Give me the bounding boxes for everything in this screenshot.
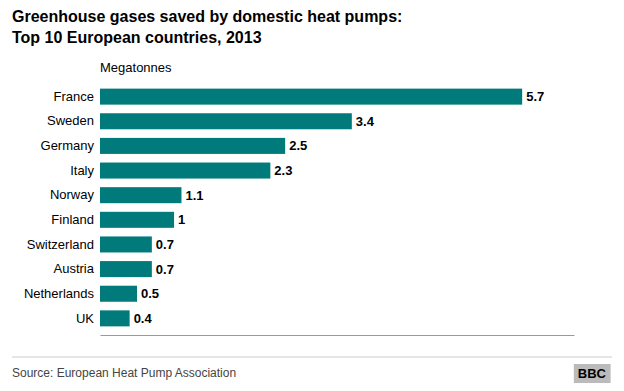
data-label: 1.1 bbox=[185, 188, 203, 203]
data-label: 0.7 bbox=[156, 262, 174, 277]
bar bbox=[100, 310, 130, 326]
y-tick-label: Italy bbox=[70, 163, 94, 178]
subtitle: Top 10 European countries, 2013 bbox=[12, 29, 262, 46]
y-tick-label: UK bbox=[76, 311, 94, 326]
logo-box bbox=[574, 364, 611, 383]
y-tick-label: Finland bbox=[51, 212, 94, 227]
data-label: 2.5 bbox=[289, 138, 307, 153]
data-label: 5.7 bbox=[526, 89, 544, 104]
y-tick: Netherlands bbox=[24, 286, 100, 301]
y-tick: UK bbox=[76, 311, 100, 326]
x-axis bbox=[101, 335, 575, 336]
data-labels: 5.7 3.4 2.5 2.3 1.11 0.7 0.7 0.5 0.4 bbox=[134, 89, 545, 326]
logo-text: BBC bbox=[578, 366, 607, 381]
separator bbox=[12, 357, 612, 358]
y-tick-label: Switzerland bbox=[27, 237, 94, 252]
bar bbox=[100, 236, 152, 252]
bars bbox=[100, 89, 522, 327]
data-label: 3.4 bbox=[356, 114, 375, 129]
y-tick: Sweden bbox=[47, 113, 100, 128]
y-tick: Austria bbox=[54, 261, 100, 276]
y-tick-label: Norway bbox=[50, 187, 95, 202]
data-label: 1 bbox=[178, 212, 185, 227]
y-tick-label: Germany bbox=[41, 138, 95, 153]
source: Source: European Heat Pump Association bbox=[12, 366, 236, 380]
data-label: 0.4 bbox=[134, 311, 153, 326]
title: Greenhouse gases saved by domestic heat … bbox=[12, 8, 402, 25]
y-tick: France bbox=[54, 89, 100, 104]
bar bbox=[100, 187, 181, 203]
y-tick: Finland bbox=[51, 212, 100, 227]
bar bbox=[100, 261, 152, 277]
logo: BBC bbox=[574, 364, 611, 383]
y-tick-label: Sweden bbox=[47, 113, 94, 128]
y-tick-label: Netherlands bbox=[24, 286, 95, 301]
axis-title: Megatonnes bbox=[100, 60, 172, 75]
y-tick: Italy bbox=[70, 163, 100, 178]
chart: Greenhouse gases saved by domestic heat … bbox=[0, 0, 624, 391]
bar bbox=[100, 138, 285, 154]
bar bbox=[100, 163, 270, 179]
y-tick: Norway bbox=[50, 187, 100, 202]
data-label: 2.3 bbox=[274, 163, 292, 178]
plot: Megatonnes France Sweden Germany Italy Norway… bbox=[24, 60, 575, 336]
x-axis-line bbox=[101, 335, 575, 336]
y-tick: Switzerland bbox=[27, 237, 100, 252]
y-tick-label: France bbox=[54, 89, 94, 104]
bar bbox=[100, 113, 352, 129]
data-label: 0.5 bbox=[141, 286, 159, 301]
y-tick: Germany bbox=[41, 138, 100, 153]
y-axis: France Sweden Germany Italy Norway Finland Swi… bbox=[24, 89, 100, 326]
bar bbox=[100, 89, 522, 105]
y-tick-label: Austria bbox=[54, 261, 95, 276]
bar bbox=[100, 286, 137, 302]
bar bbox=[100, 212, 174, 228]
data-label: 0.7 bbox=[156, 237, 174, 252]
